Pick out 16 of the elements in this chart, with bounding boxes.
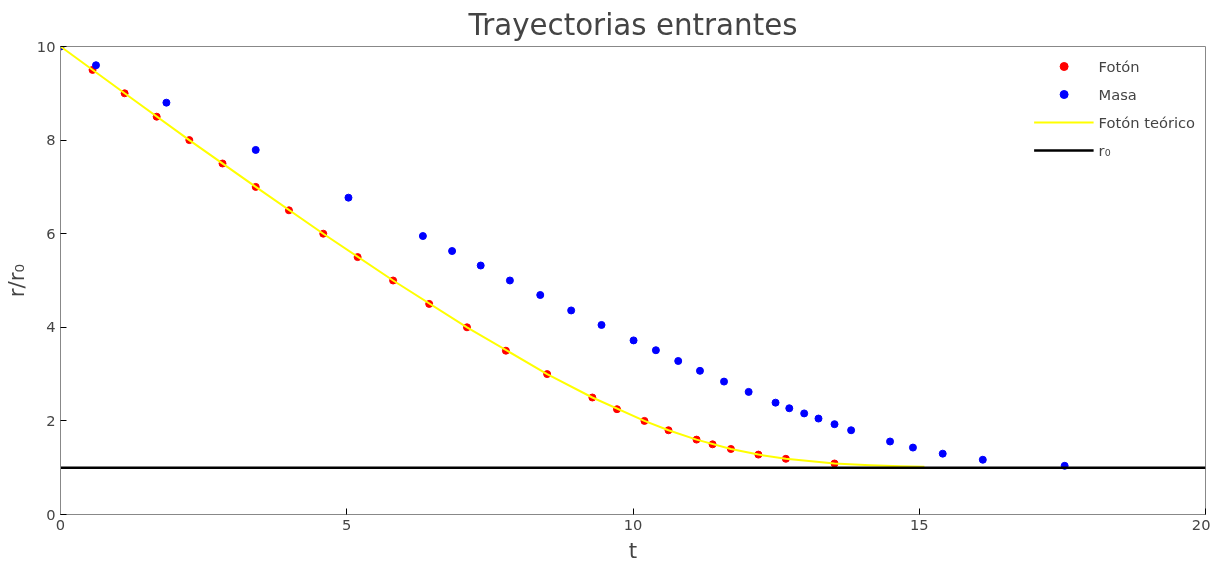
x-axis-title: t xyxy=(628,537,638,563)
y-tick-label: 6 xyxy=(46,224,56,242)
legend-label: r₀ xyxy=(1098,141,1112,159)
y-tick-label: 2 xyxy=(46,411,56,429)
x-tick-label: 10 xyxy=(623,515,643,533)
legend-label: Fotón xyxy=(1098,57,1140,75)
legend-label: Masa xyxy=(1098,85,1137,103)
x-tick-label: 5 xyxy=(342,515,352,533)
y-tick-label: 10 xyxy=(36,37,56,55)
chart-title: Trayectorias entrantes xyxy=(467,7,798,42)
y-tick-label: 4 xyxy=(46,318,56,336)
y-tick-label: 8 xyxy=(46,131,56,149)
x-tick-label: 20 xyxy=(1191,515,1211,533)
y-axis-title: r/r₀ xyxy=(3,263,29,298)
legend-label: Fotón teórico xyxy=(1098,113,1195,131)
x-tick-label: 15 xyxy=(909,515,929,533)
